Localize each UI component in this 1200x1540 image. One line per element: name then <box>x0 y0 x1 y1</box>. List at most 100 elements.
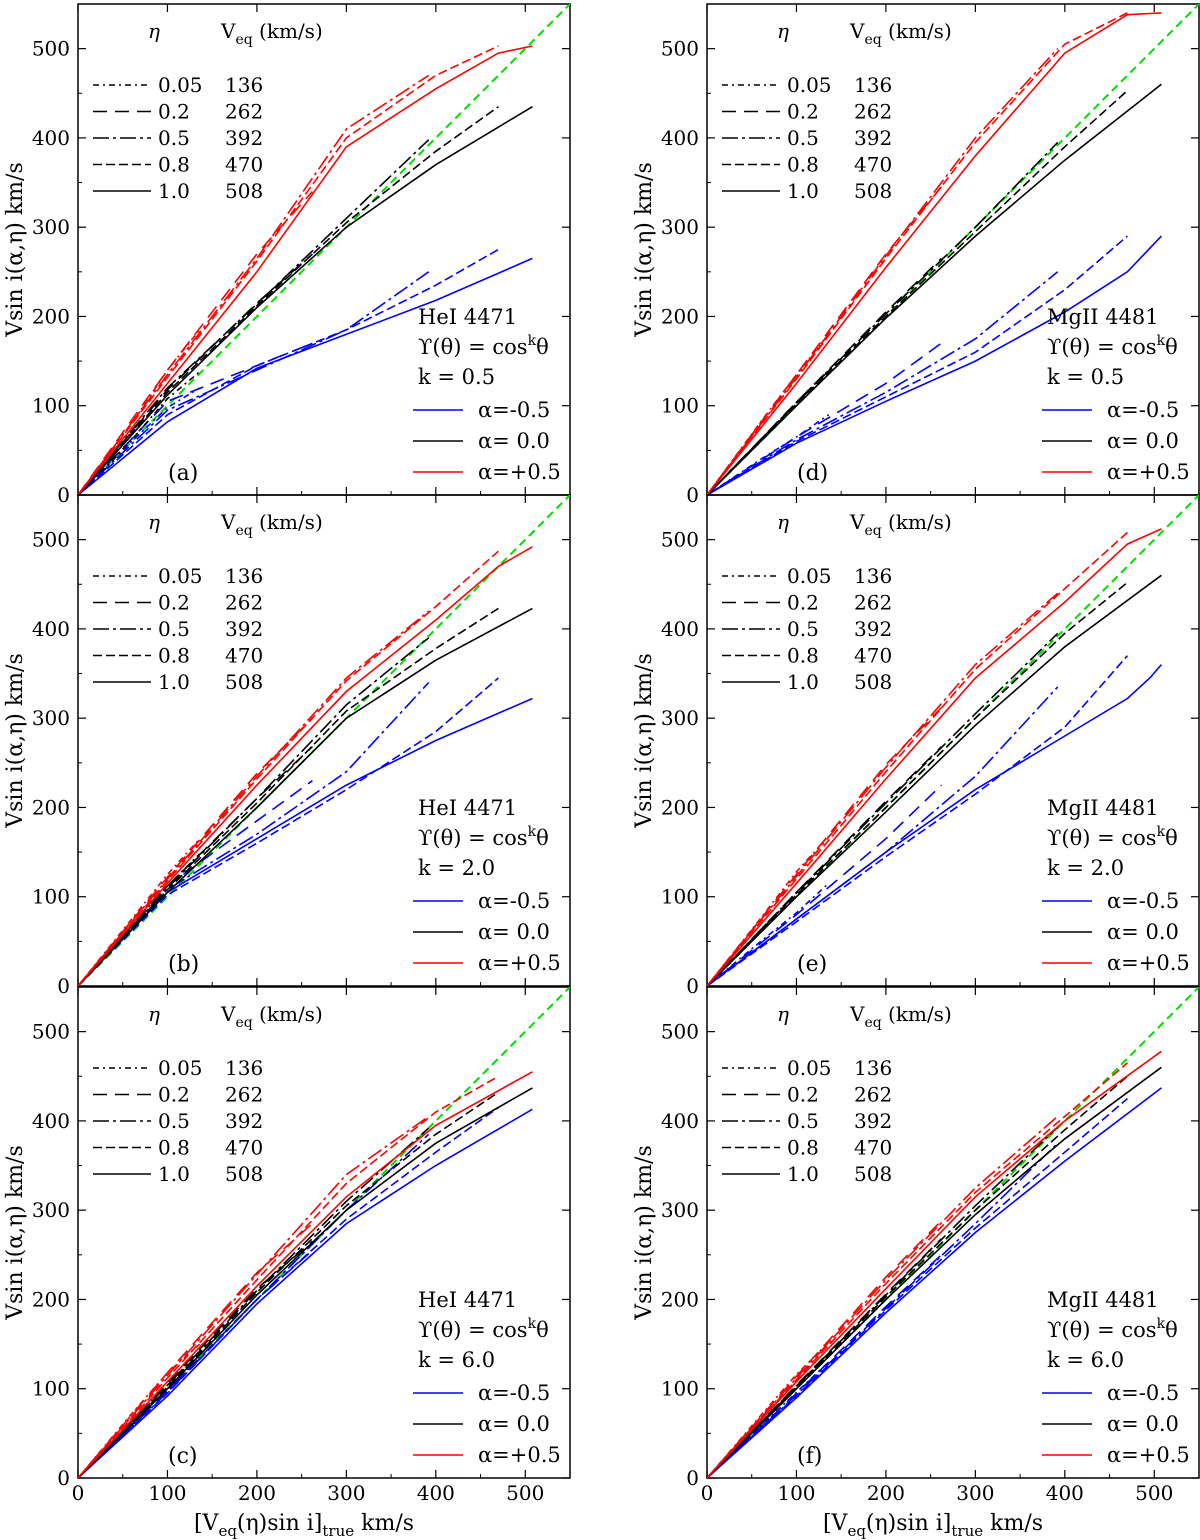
y-tick-label: 100 <box>32 885 70 909</box>
legend-veq-value: 136 <box>225 1056 263 1080</box>
legend-eta-value: 0.8 <box>787 1136 819 1160</box>
series-alpha0.5-eta0.8 <box>707 1062 1128 1478</box>
legend-alpha-label: α= 0.0 <box>478 1412 550 1436</box>
legend-veq-value: 508 <box>854 179 892 203</box>
legend-veq-value: 470 <box>225 644 263 668</box>
legend-veq-value: 392 <box>854 1109 892 1133</box>
spectral-line-label: HeI 4471 <box>418 796 517 820</box>
series-alpha-0.5-eta0.5 <box>78 271 430 495</box>
legend-alpha-label: α=-0.5 <box>478 889 550 913</box>
legend-alpha-label: α= 0.0 <box>478 920 550 944</box>
legend-veq-header: Veq (km/s) <box>849 19 952 48</box>
series-alpha0-eta0.05 <box>78 853 201 986</box>
series-alpha-0.5-eta0.5 <box>707 686 1059 986</box>
panel-label: (d) <box>797 461 828 486</box>
spectral-line-label: MgII 4481 <box>1047 796 1159 820</box>
legend-eta-value: 0.5 <box>158 617 190 641</box>
legend-veq-value: 136 <box>854 564 892 588</box>
k-label: k = 2.0 <box>1047 856 1124 880</box>
series-alpha0-eta0.8 <box>78 106 499 495</box>
panel-a: 0 100 200 300 400 500 Vsin i(α,η) km/s η Veq (km… <box>3 3 571 507</box>
legend-alpha-label: α=-0.5 <box>1107 1381 1179 1405</box>
legend-eta-value: 0.05 <box>158 564 203 588</box>
legend-eta-value: 0.05 <box>787 73 832 97</box>
y-axis-label: Vsin i(α,η) km/s <box>3 162 28 338</box>
legend-alpha-label: α=+0.5 <box>1107 460 1190 484</box>
k-label: k = 6.0 <box>1047 1348 1124 1372</box>
legend-veq-value: 470 <box>854 1136 892 1160</box>
legend-alpha-label: α=-0.5 <box>478 1381 550 1405</box>
y-tick-label: 500 <box>32 528 70 552</box>
series-alpha0-eta0.2 <box>707 257 942 495</box>
series-alpha-0.5-eta0.5 <box>78 681 430 986</box>
legend-alpha-label: α=+0.5 <box>478 951 561 975</box>
legend-eta-value: 0.8 <box>158 644 190 668</box>
identity-line <box>78 495 570 986</box>
series-alpha-0.5-eta0.5 <box>707 1142 1059 1478</box>
y-tick-label: 300 <box>32 706 70 730</box>
y-tick-label: 200 <box>661 1287 699 1311</box>
series-alpha-0.5-eta0.8 <box>78 677 499 986</box>
y-tick-label: 500 <box>32 1020 70 1044</box>
panel-label: (a) <box>168 461 198 486</box>
legend-eta-value: 0.5 <box>158 126 190 150</box>
series-alpha0.5-eta0.5 <box>78 1115 430 1478</box>
series-alpha0.5-eta0.2 <box>78 717 313 986</box>
plot-frame <box>706 494 1200 987</box>
y-tick-label: 0 <box>686 974 699 998</box>
gravity-law-label: ϒ(θ) = coskθ <box>1047 333 1178 359</box>
series-alpha0.5-eta0.2 <box>78 190 313 495</box>
spectral-line-label: HeI 4471 <box>418 305 517 329</box>
y-axis-label: Vsin i(α,η) km/s <box>3 653 28 829</box>
legend-veq-header: Veq (km/s) <box>220 510 323 539</box>
panel-c: 0 100 200 300 400 500 0 100 200 300 400 500 Vsin i(α… <box>3 986 571 1540</box>
legend-eta-header: η <box>777 510 789 534</box>
series-alpha0-eta0.8 <box>707 581 1128 986</box>
series-alpha0-eta0.2 <box>707 746 942 986</box>
series-alpha0.5-eta0.8 <box>78 1075 499 1478</box>
series-alpha0.5-eta1 <box>707 528 1162 986</box>
series-alpha-0.5-eta0.2 <box>707 784 942 986</box>
y-tick-label: 400 <box>32 1109 70 1133</box>
panel-label: (c) <box>168 1444 198 1469</box>
legend-eta-value: 1.0 <box>787 670 819 694</box>
x-tick-label: 0 <box>72 1481 85 1505</box>
x-tick-label: 500 <box>506 1481 544 1505</box>
series-alpha0.5-eta0.5 <box>78 74 430 495</box>
legend-veq-value: 262 <box>854 591 892 615</box>
y-tick-label: 300 <box>661 706 699 730</box>
legend-veq-value: 508 <box>854 1162 892 1186</box>
gravity-law-label: ϒ(θ) = coskθ <box>1047 824 1178 850</box>
y-axis-label: Vsin i(α,η) km/s <box>3 1145 28 1321</box>
legend-veq-value: 136 <box>854 1056 892 1080</box>
y-tick-label: 100 <box>661 885 699 909</box>
legend-veq-value: 262 <box>854 1083 892 1107</box>
gravity-law-label: ϒ(θ) = coskθ <box>418 333 549 359</box>
series-alpha0.5-eta0.05 <box>78 838 201 986</box>
series-alpha0-eta1 <box>707 1066 1162 1478</box>
legend-veq-value: 470 <box>225 1136 263 1160</box>
x-tick-label: 200 <box>238 1481 276 1505</box>
legend-alpha-label: α= 0.0 <box>1107 429 1179 453</box>
legend-veq-value: 392 <box>225 617 263 641</box>
data-lines <box>707 495 1199 986</box>
legend-veq-value: 470 <box>225 153 263 177</box>
legend-eta-value: 1.0 <box>787 1162 819 1186</box>
y-tick-label: 400 <box>661 126 699 150</box>
series-alpha-0.5-eta1 <box>78 257 533 495</box>
x-tick-label: 500 <box>1135 1481 1173 1505</box>
series-alpha-0.5-eta0.5 <box>707 271 1059 495</box>
legend-veq-value: 136 <box>225 564 263 588</box>
legend-veq-value: 392 <box>854 617 892 641</box>
y-tick-label: 100 <box>661 1377 699 1401</box>
y-tick-label: 0 <box>686 483 699 507</box>
gravity-law-label: ϒ(θ) = coskθ <box>418 824 549 850</box>
spectral-line-label: MgII 4481 <box>1047 1288 1159 1312</box>
y-tick-label: 200 <box>32 304 70 328</box>
series-alpha-0.5-eta0.8 <box>78 248 499 495</box>
legend-veq-value: 136 <box>225 73 263 97</box>
legend-veq-header: Veq (km/s) <box>220 1002 323 1031</box>
series-alpha-0.5-eta1 <box>78 1108 533 1478</box>
series-alpha-0.5-eta0.2 <box>707 1254 942 1478</box>
